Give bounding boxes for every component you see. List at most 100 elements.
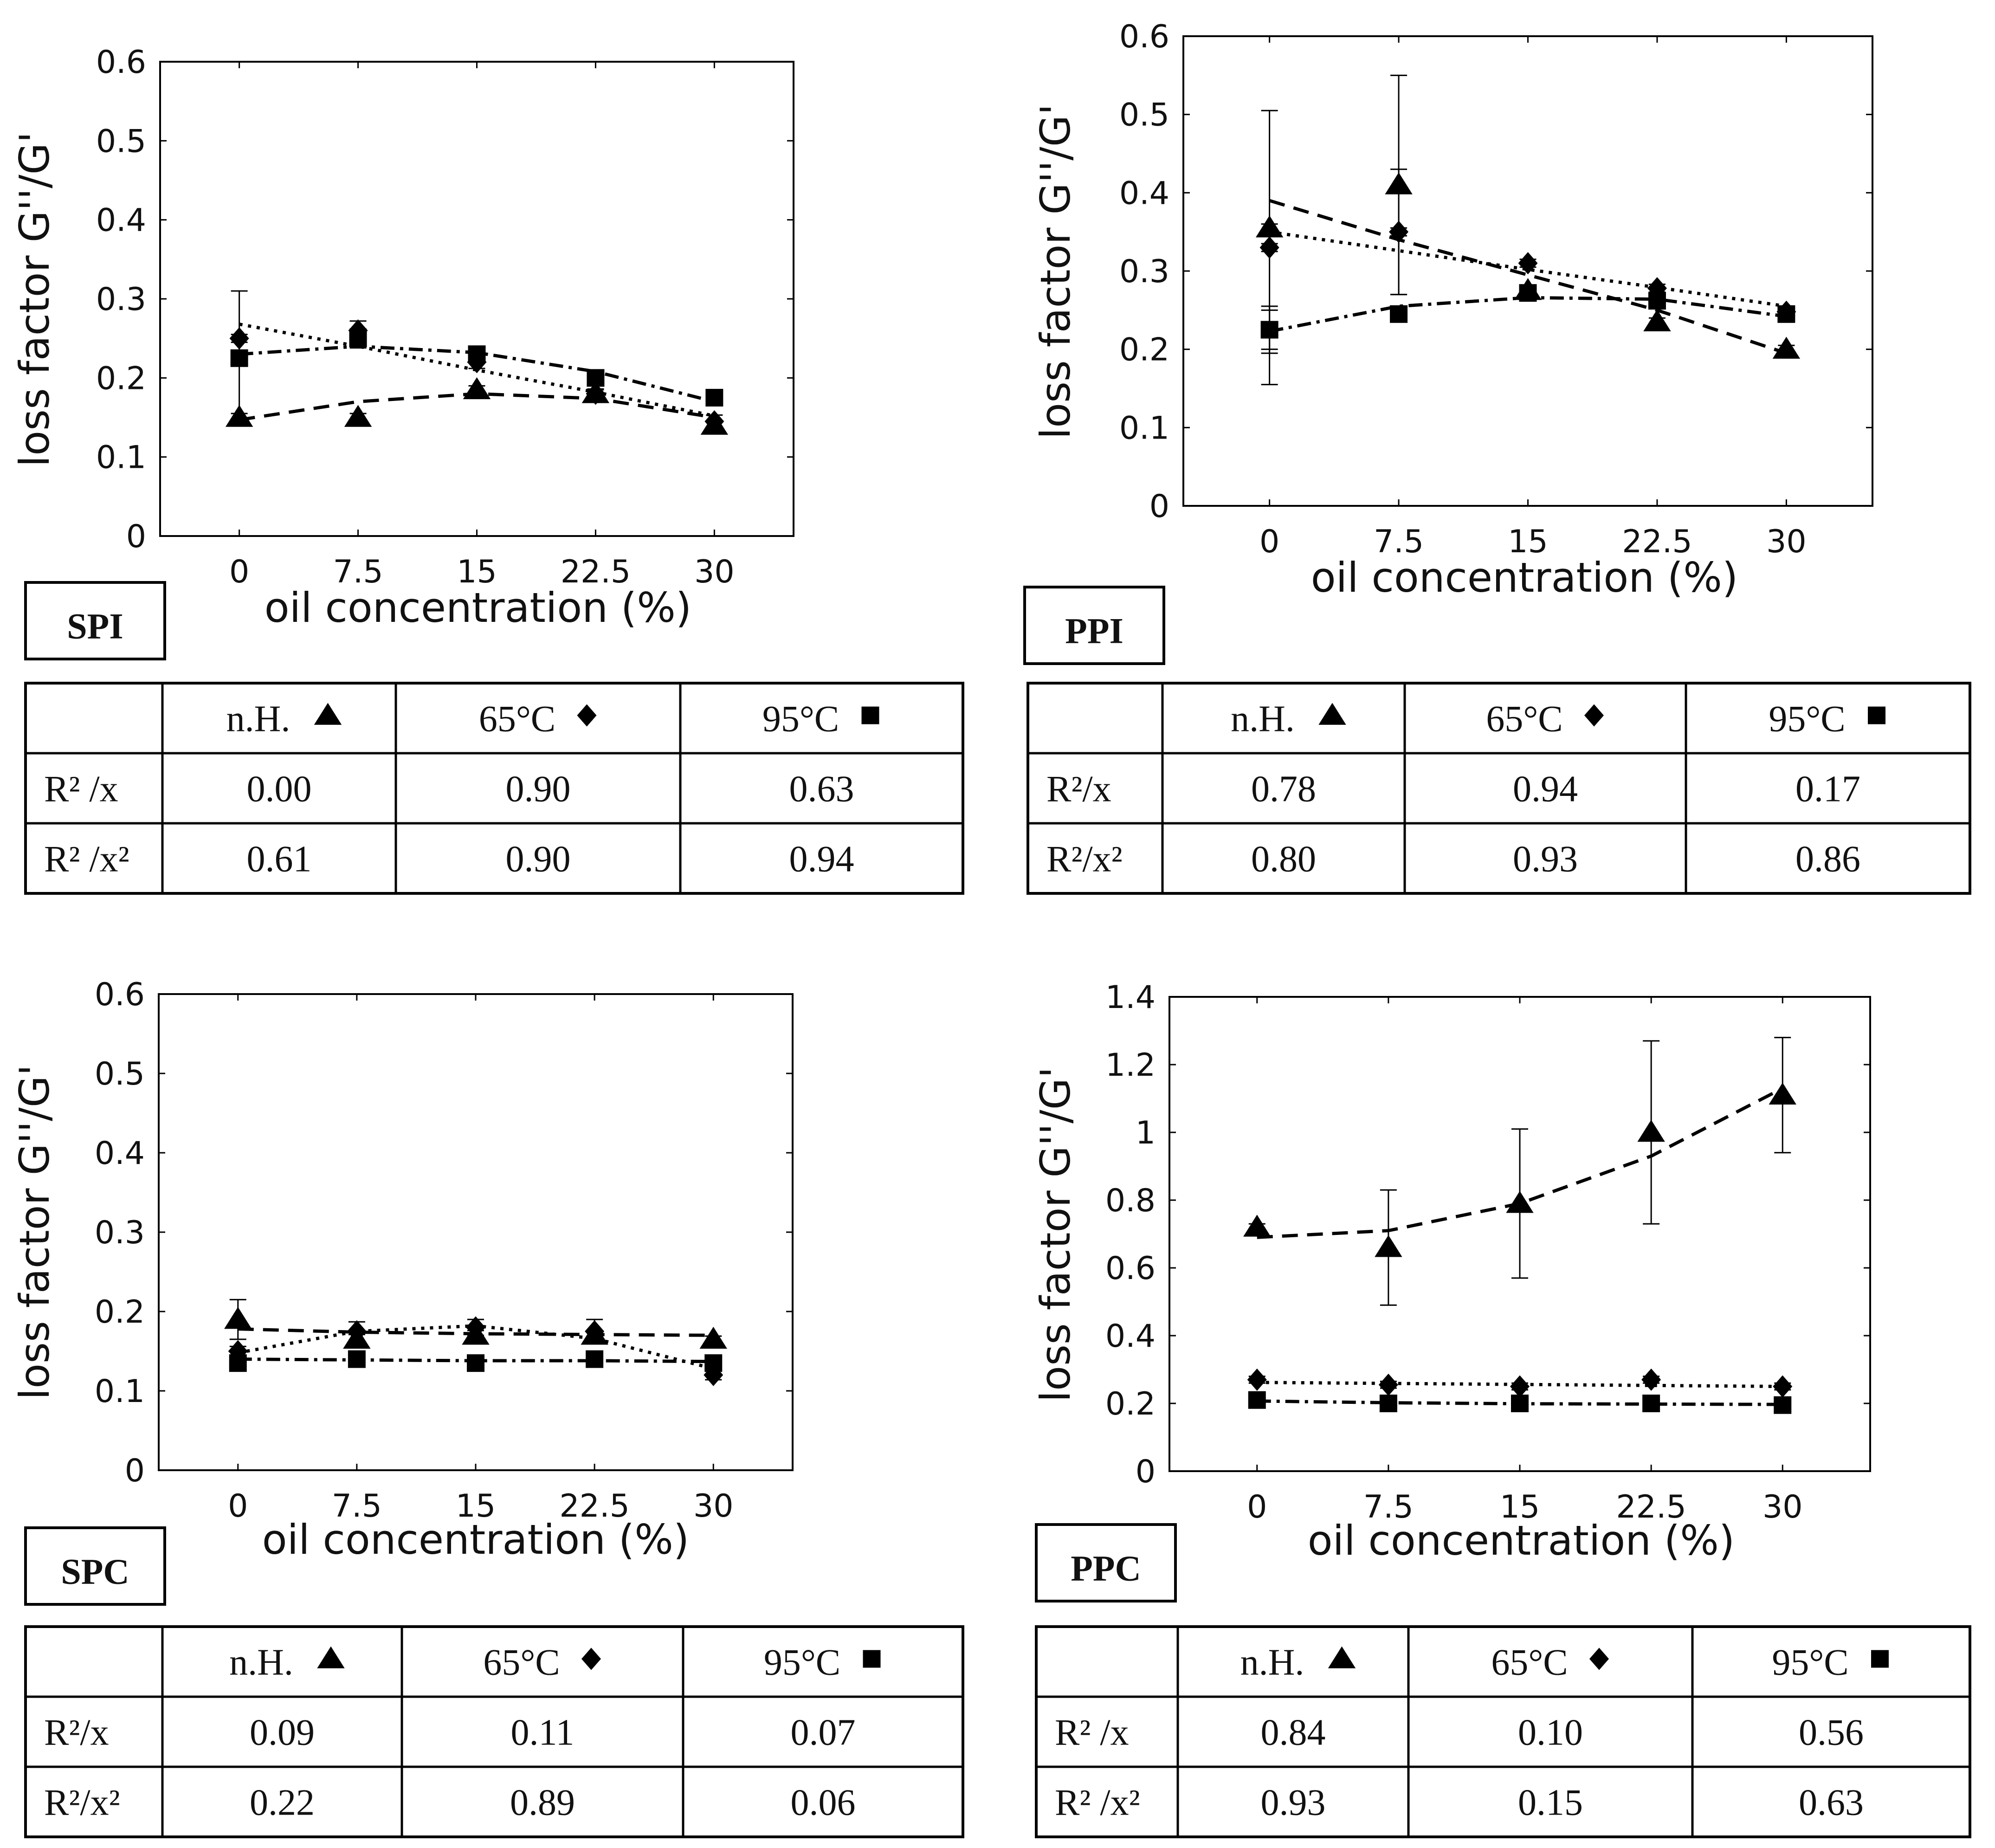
table-border [24, 682, 964, 895]
table-border [1035, 1625, 1971, 1838]
y-axis-label: loss factor G''/G' [1032, 104, 1079, 439]
data-point-circle [704, 410, 724, 433]
data-point-triangle [1375, 1235, 1402, 1257]
table-value-cell: 0.80 [1251, 839, 1316, 880]
table-value-cell: 0.94 [789, 839, 854, 880]
table-value-cell: 0.90 [506, 769, 571, 810]
x-tick-label: 30 [694, 554, 735, 590]
y-tick-label: 0.2 [96, 360, 146, 397]
table-value-cell: 0.07 [791, 1712, 856, 1753]
x-tick-label: 0 [229, 554, 249, 590]
y-tick-label: 0.2 [95, 1294, 145, 1331]
data-point-square [705, 388, 723, 407]
table-value-cell: 0.00 [247, 769, 312, 810]
plot-frame [159, 61, 794, 537]
y-tick-label: 0.1 [95, 1373, 145, 1410]
table-row-label: R² /x² [44, 839, 129, 880]
y-tick-label: 0.4 [1119, 175, 1169, 212]
panel-label-box [24, 581, 166, 660]
data-point-square [229, 1354, 247, 1372]
data-point-circle [1641, 1368, 1661, 1391]
x-tick-label: 22.5 [559, 1488, 629, 1525]
table-value-cell: 0.94 [1513, 769, 1578, 810]
legend-square-icon [1871, 1650, 1889, 1668]
table-value-cell: 0.61 [247, 839, 312, 880]
x-tick-label: 0 [1259, 523, 1279, 560]
x-tick-label: 15 [456, 1488, 496, 1525]
table-header-cell: n.H. [229, 1642, 293, 1683]
data-point-circle [466, 1316, 485, 1339]
x-tick-label: 0 [1247, 1489, 1267, 1525]
y-tick-label: 0.4 [95, 1135, 145, 1172]
data-point-triangle [1243, 1215, 1271, 1237]
y-tick-label: 0.8 [1105, 1182, 1156, 1219]
data-point-triangle [1637, 1120, 1665, 1142]
data-point-square [230, 349, 248, 367]
y-tick-label: 0.6 [95, 976, 145, 1013]
data-point-square [586, 1350, 604, 1368]
x-tick-label: 30 [1766, 523, 1807, 560]
x-tick-label: 22.5 [1622, 523, 1692, 560]
panel-label-box [1035, 1523, 1177, 1602]
table-value-cell: 0.63 [1799, 1783, 1864, 1823]
y-axis-label: loss factor G''/G' [11, 1065, 58, 1400]
y-tick-label: 0.2 [1119, 332, 1169, 368]
r2-table: n.H. 65°C 95°C R² /x 0.84 0.10 0.56 R² /x² 0.93 0… [1035, 1625, 1971, 1838]
legend-square-icon [863, 1650, 881, 1668]
x-tick-label: 7.5 [332, 1488, 382, 1525]
table-header-cell: 95°C [1769, 699, 1845, 740]
data-point-square [349, 330, 367, 348]
table-header-cell: 65°C [1491, 1642, 1568, 1683]
legend-square-icon [861, 706, 879, 724]
y-tick-label: 0 [1136, 1454, 1156, 1490]
legend-circle-icon [1589, 1648, 1609, 1670]
y-tick-label: 0.1 [96, 439, 146, 476]
legend-triangle-icon [1328, 1646, 1356, 1668]
table-header-cell: 65°C [1486, 699, 1562, 740]
y-tick-label: 1.4 [1105, 979, 1156, 1016]
legend-triangle-icon [1318, 703, 1346, 725]
table-value-cell: 0.06 [791, 1783, 856, 1823]
table-value-cell: 0.86 [1795, 839, 1860, 880]
data-point-triangle [1772, 336, 1801, 359]
data-point-square [348, 1350, 366, 1368]
table-header-cell: 95°C [1772, 1642, 1848, 1683]
panel-label: SPI [67, 606, 123, 646]
x-tick-label: 30 [1763, 1489, 1803, 1525]
table-header-cell: 95°C [764, 1642, 840, 1683]
y-tick-label: 0 [125, 1453, 145, 1489]
fit-line-triangle [1269, 199, 1787, 355]
data-point-triangle [1769, 1082, 1796, 1105]
legend-square-icon [1868, 706, 1885, 724]
table-header-cell: 65°C [479, 699, 555, 740]
table-value-cell: 0.90 [506, 839, 571, 880]
data-point-square [1648, 292, 1666, 310]
x-tick-label: 22.5 [561, 554, 631, 590]
y-tick-label: 0.4 [1105, 1318, 1156, 1355]
data-point-square [467, 1354, 484, 1372]
y-tick-label: 0.5 [96, 123, 146, 160]
data-point-circle [1510, 1375, 1530, 1398]
y-tick-label: 0.6 [1105, 1250, 1156, 1287]
data-point-triangle [344, 405, 372, 427]
y-axis-label: loss factor G''/G' [11, 132, 58, 467]
table-header-cell: n.H. [1240, 1642, 1304, 1683]
data-point-square [468, 345, 486, 363]
panel-label: PPC [1071, 1548, 1141, 1589]
data-point-square [704, 1354, 723, 1372]
table-row-label: R²/x² [1046, 839, 1123, 880]
y-tick-label: 0.6 [1119, 19, 1169, 55]
legend-circle-icon [1584, 704, 1604, 727]
fit-line-circle [239, 323, 715, 418]
data-point-circle [1773, 1375, 1793, 1398]
x-tick-label: 7.5 [1374, 523, 1424, 560]
table-row-label: R² /x [1055, 1712, 1129, 1753]
table-border [24, 1625, 964, 1838]
table-value-cell: 0.84 [1261, 1712, 1326, 1753]
y-tick-label: 0.3 [96, 281, 146, 318]
y-tick-label: 0.5 [95, 1056, 145, 1092]
y-tick-label: 0.1 [1119, 410, 1169, 446]
x-tick-label: 15 [1508, 523, 1548, 560]
